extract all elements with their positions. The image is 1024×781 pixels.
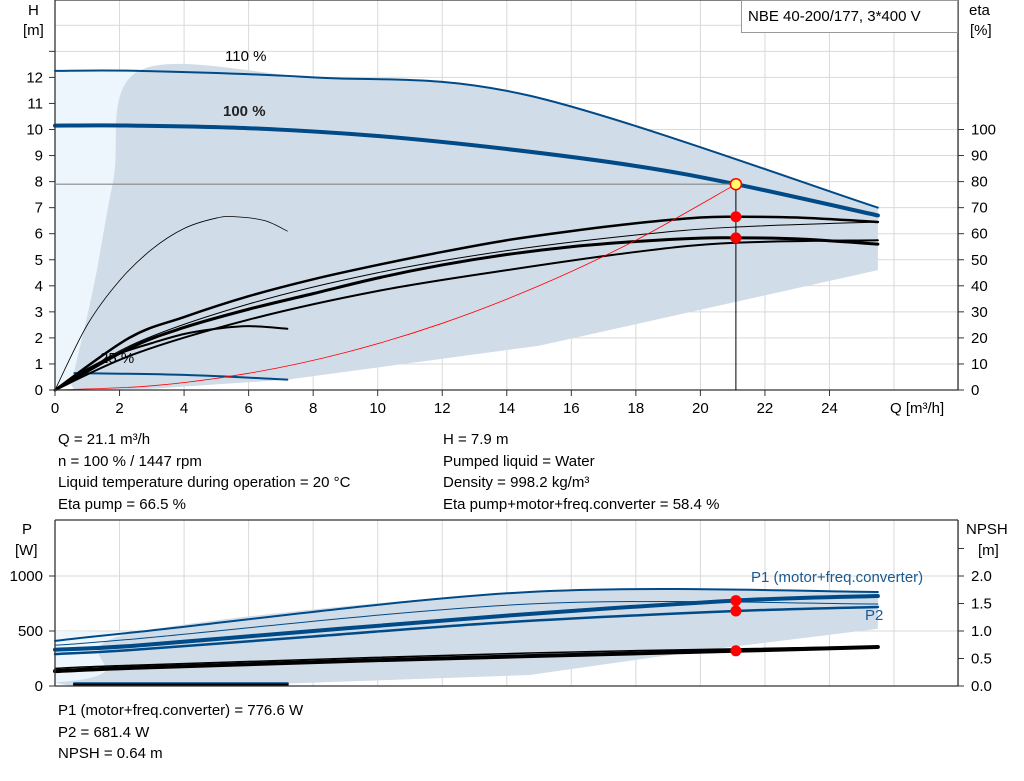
y-axis-label-p: P xyxy=(22,521,32,538)
x-tick-label: 20 xyxy=(692,400,709,417)
info-right: H = 7.9 m Pumped liquid = Water Density … xyxy=(443,429,719,515)
top-series-5 xyxy=(53,236,880,392)
y2-tick-label: 90 xyxy=(971,148,988,165)
y2-tick-label: 20 xyxy=(971,330,988,347)
p-tick-label: 0 xyxy=(35,678,43,695)
y2-tick-label: 60 xyxy=(971,226,988,243)
system-curve xyxy=(54,183,737,391)
top-series-4 xyxy=(54,221,879,391)
chart-title: NBE 40-200/177, 3*400 V xyxy=(748,8,921,25)
info-npsh: NPSH = 0.64 m xyxy=(58,745,163,762)
y2-tick-label: 80 xyxy=(971,174,988,191)
x-tick-label: 2 xyxy=(115,400,123,417)
series-label-110: 110 % xyxy=(225,48,266,65)
x-tick-label: 4 xyxy=(180,400,188,417)
y-tick-label: 8 xyxy=(35,174,43,191)
series-label-25: 25 % xyxy=(100,350,134,367)
bottom-series-2 xyxy=(53,594,880,652)
bottom-series-1 xyxy=(54,600,879,646)
y2-tick-label: 70 xyxy=(971,200,988,217)
info-eta-pump: Eta pump = 66.5 % xyxy=(58,495,186,513)
top-series-3 xyxy=(53,215,880,392)
info-p2: P2 = 681.4 W xyxy=(58,723,150,741)
y2-axis-unit-npsh: [m] xyxy=(978,542,999,559)
operating-range-band xyxy=(71,63,878,390)
x-tick-label: 6 xyxy=(244,400,252,417)
bottom-series-6 xyxy=(53,644,880,674)
y2-tick-label: 50 xyxy=(971,252,988,269)
duty-point-head xyxy=(729,177,743,191)
y-tick-label: 12 xyxy=(26,69,43,86)
npsh-tick-label: 0.5 xyxy=(971,651,992,668)
info-density: Density = 998.2 kg/m³ xyxy=(443,474,590,491)
y-axis-unit-p: [W] xyxy=(15,542,38,559)
y-tick-label: 0 xyxy=(35,382,43,399)
y2-axis-label-eta: eta xyxy=(969,2,991,19)
x-axis-label: Q [m³/h] xyxy=(890,400,944,417)
y2-tick-label: 40 xyxy=(971,278,988,295)
npsh-tick-label: 1.5 xyxy=(971,596,992,613)
y-tick-label: 4 xyxy=(35,278,43,295)
y-tick-label: 7 xyxy=(35,200,43,217)
bottom-series-0 xyxy=(54,587,879,642)
x-tick-label: 18 xyxy=(628,400,645,417)
x-tick-label: 24 xyxy=(821,400,838,417)
bottom-series-3 xyxy=(53,605,880,656)
series-label-p1: P1 (motor+freq.converter) xyxy=(751,569,923,586)
y-tick-label: 1 xyxy=(35,356,43,373)
duty-point-npsh xyxy=(730,645,742,657)
duty-point-eta-total xyxy=(730,232,742,244)
top-series-6 xyxy=(54,239,879,391)
y-tick-label: 11 xyxy=(27,95,43,112)
y-axis-unit-h: [m] xyxy=(23,22,44,39)
x-tick-label: 22 xyxy=(757,400,774,417)
y2-tick-label: 0 xyxy=(971,382,979,399)
x-tick-label: 8 xyxy=(309,400,317,417)
y2-tick-label: 100 xyxy=(971,122,996,139)
top-series-2 xyxy=(73,372,289,381)
info-eta-total: Eta pump+motor+freq.converter = 58.4 % xyxy=(443,495,720,513)
x-tick-label: 16 xyxy=(563,400,580,417)
info-left: Q = 21.1 m³/h n = 100 % / 1447 rpm Liqui… xyxy=(58,429,350,515)
y2-tick-label: 10 xyxy=(971,356,988,373)
x-tick-label: 14 xyxy=(498,400,515,417)
info-head: H = 7.9 m xyxy=(443,431,509,448)
y-tick-label: 3 xyxy=(35,304,43,321)
top-series-8 xyxy=(54,325,289,391)
y-tick-label: 2 xyxy=(35,330,43,347)
y-axis-label-h: H xyxy=(28,2,39,19)
npsh-tick-label: 1.0 xyxy=(971,623,992,640)
x-tick-label: 0 xyxy=(51,400,59,417)
y-tick-label: 6 xyxy=(35,226,43,243)
x-tick-label: 10 xyxy=(369,400,386,417)
top-series-7 xyxy=(54,216,288,391)
y-tick-label: 9 xyxy=(35,148,43,165)
series-label-100: 100 % xyxy=(223,103,266,120)
y2-axis-unit-eta: [%] xyxy=(970,22,992,39)
info-pumped-liquid: Pumped liquid = Water xyxy=(443,452,595,470)
y2-tick-label: 30 xyxy=(971,304,988,321)
y-tick-label: 5 xyxy=(35,252,43,269)
p-tick-label: 1000 xyxy=(10,568,43,585)
info-p1: P1 (motor+freq.converter) = 776.6 W xyxy=(58,702,304,719)
p-tick-label: 500 xyxy=(18,623,43,640)
power-range-band xyxy=(55,588,878,686)
series-label-p2: P2 xyxy=(865,607,883,624)
info-speed: n = 100 % / 1447 rpm xyxy=(58,452,202,470)
y2-axis-label-npsh: NPSH xyxy=(966,521,1008,538)
legend-box xyxy=(741,0,958,33)
info-flow: Q = 21.1 m³/h xyxy=(58,431,151,448)
duty-point-p2 xyxy=(730,605,742,617)
info-liquid-temp: Liquid temperature during operation = 20… xyxy=(58,474,351,491)
y-tick-label: 10 xyxy=(26,122,43,139)
x-tick-label: 12 xyxy=(434,400,451,417)
top-series-0 xyxy=(54,69,879,209)
npsh-tick-label: 0.0 xyxy=(971,678,992,695)
duty-point-eta-pump xyxy=(730,211,742,223)
duty-point-p1 xyxy=(730,595,742,607)
npsh-tick-label: 2.0 xyxy=(971,568,992,585)
info-bottom: P1 (motor+freq.converter) = 776.6 W P2 =… xyxy=(58,700,303,765)
